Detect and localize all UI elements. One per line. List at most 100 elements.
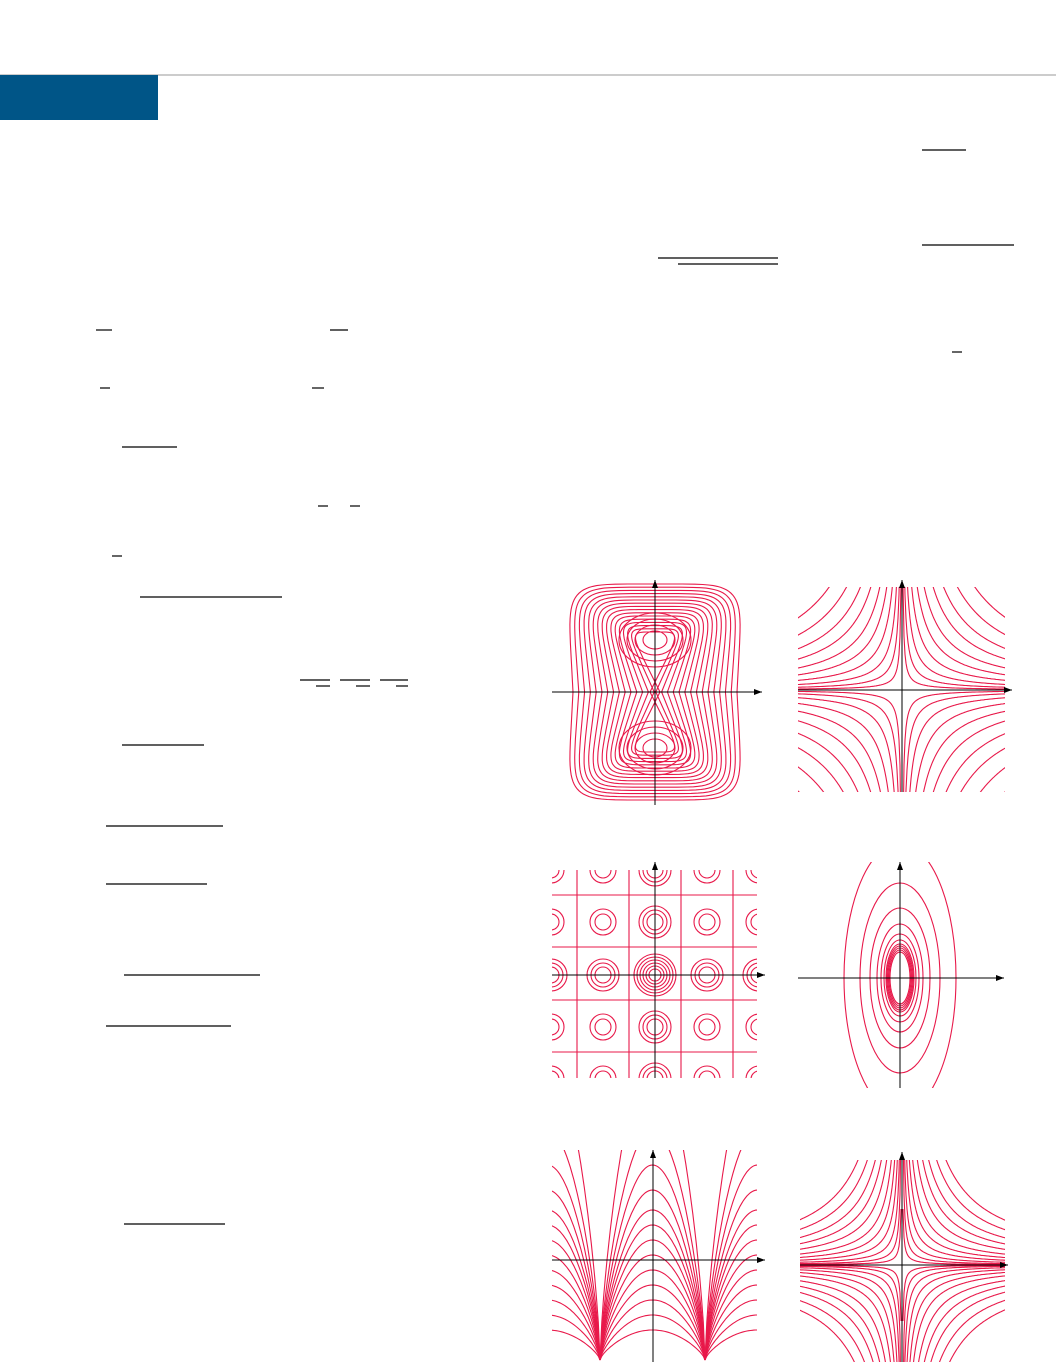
contour (800, 1291, 874, 1362)
contour (945, 733, 1005, 792)
contour (750, 870, 757, 879)
contour (800, 1160, 902, 1265)
contour (800, 1300, 866, 1362)
contour (798, 587, 893, 681)
contour (909, 1271, 1005, 1362)
contour (750, 913, 757, 931)
contour (552, 1284, 601, 1361)
fraction-bars (96, 149, 1014, 1225)
contour (798, 587, 897, 686)
contour (907, 587, 1005, 686)
contour (800, 1271, 895, 1362)
contour (594, 913, 612, 931)
x-arrow (757, 972, 765, 978)
contour (552, 1299, 601, 1361)
contour (923, 710, 1005, 792)
contour (974, 587, 1005, 618)
contour (979, 766, 1005, 792)
contour (800, 1160, 900, 1263)
contour (800, 1265, 901, 1362)
y-arrow (899, 1152, 905, 1160)
contour (798, 587, 881, 669)
contour (904, 1160, 1005, 1263)
contour (704, 1254, 757, 1361)
curves (800, 1160, 1005, 1362)
contour (693, 1013, 721, 1041)
contour (908, 1160, 1005, 1259)
contour (698, 1070, 716, 1078)
contour-plot (552, 862, 765, 1078)
contour (589, 908, 617, 936)
contour (905, 693, 1005, 792)
contour-plot (798, 580, 1012, 792)
contour (704, 1150, 728, 1361)
contour (552, 1018, 560, 1036)
contour (1004, 791, 1005, 792)
contour (798, 690, 901, 792)
contour (800, 1160, 868, 1230)
contour (800, 1269, 898, 1362)
contour (552, 913, 560, 931)
contour-plot (798, 862, 1004, 1088)
y-arrow (897, 862, 903, 870)
contour (589, 870, 617, 884)
contour (798, 587, 900, 688)
contour (956, 587, 1005, 636)
contour (906, 1160, 1005, 1261)
contour (932, 587, 1005, 660)
contour (798, 702, 889, 792)
contour (693, 908, 721, 936)
contour (599, 1150, 706, 1361)
contour (943, 587, 1005, 649)
contour (704, 1164, 757, 1361)
contour-plot (552, 580, 762, 805)
contour (912, 1160, 1005, 1255)
contour (589, 1065, 617, 1078)
contour (904, 587, 1005, 688)
contour (800, 1160, 888, 1250)
contour (552, 908, 565, 936)
contour (800, 1280, 886, 1362)
contour (745, 1013, 757, 1041)
contour (704, 1189, 757, 1361)
contour (563, 1150, 601, 1361)
contour (800, 1160, 859, 1221)
contour (745, 870, 757, 884)
contour (552, 1314, 601, 1361)
contour (750, 1070, 757, 1078)
contour (800, 1275, 891, 1362)
contour (800, 1285, 881, 1362)
contour (798, 587, 861, 650)
contour (693, 1065, 721, 1078)
y-arrow (652, 580, 658, 588)
contour (798, 720, 872, 792)
contour (798, 747, 844, 792)
contour (800, 1264, 902, 1322)
x-arrow (1000, 1262, 1008, 1268)
contour (698, 913, 716, 931)
contour (800, 1208, 902, 1266)
contour (913, 1275, 1005, 1362)
contour (800, 1160, 876, 1239)
contour-plot (800, 1152, 1008, 1362)
contour (798, 587, 830, 619)
contour (798, 587, 848, 636)
contour (552, 1240, 601, 1361)
contour (594, 1070, 612, 1078)
contour (750, 1018, 757, 1036)
contour (704, 1329, 757, 1361)
contour (798, 710, 881, 792)
curves (798, 587, 1005, 792)
contour (916, 1160, 1005, 1250)
contour (916, 587, 1005, 676)
contour (798, 697, 895, 792)
contour (932, 720, 1005, 792)
contour (923, 1285, 1005, 1362)
contour (552, 1210, 601, 1361)
contour-plot (552, 1150, 765, 1362)
contour (911, 587, 1005, 681)
contour (923, 587, 1005, 669)
contour (704, 1299, 757, 1361)
